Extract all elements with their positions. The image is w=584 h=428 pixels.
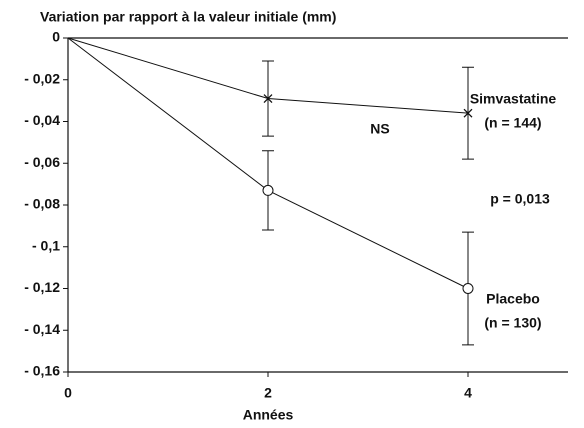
y-tick-label: - 0,14: [24, 321, 60, 337]
y-tick-label: - 0,04: [24, 112, 60, 128]
point-marker: [463, 108, 473, 118]
series-label: Simvastatine: [470, 91, 557, 107]
series-label: Placebo: [486, 291, 540, 307]
x-axis-label: Années: [243, 407, 294, 423]
point-marker: [263, 94, 273, 103]
x-tick-label: 2: [264, 385, 272, 401]
y-tick-label: - 0,06: [24, 154, 60, 170]
y-tick-label: - 0,16: [24, 363, 60, 379]
chart-title: Variation par rapport à la valeur initia…: [40, 9, 336, 25]
x-tick-label: 0: [64, 385, 72, 401]
y-tick-label: - 0,08: [24, 196, 60, 212]
y-tick-label: - 0,1: [32, 237, 60, 253]
y-tick-label: 0: [52, 29, 60, 45]
y-tick-label: - 0,12: [24, 279, 60, 295]
annotation: NS: [370, 121, 389, 137]
point-marker: [262, 184, 274, 196]
annotation: p = 0,013: [490, 191, 550, 207]
y-tick-label: - 0,02: [24, 70, 60, 86]
annotation: (n = 130): [484, 315, 541, 331]
x-tick-label: 4: [464, 385, 472, 401]
point-marker: [462, 283, 474, 294]
annotation: (n = 144): [484, 115, 541, 131]
